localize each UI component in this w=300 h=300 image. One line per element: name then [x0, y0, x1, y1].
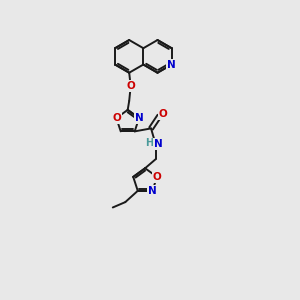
Text: N: N [167, 59, 176, 70]
Text: N: N [148, 186, 157, 196]
Text: N: N [154, 139, 162, 149]
Text: H: H [145, 138, 153, 148]
Text: O: O [112, 113, 121, 123]
Text: O: O [153, 172, 161, 182]
Text: N: N [135, 113, 143, 123]
Text: O: O [126, 81, 135, 91]
Text: O: O [159, 110, 167, 119]
